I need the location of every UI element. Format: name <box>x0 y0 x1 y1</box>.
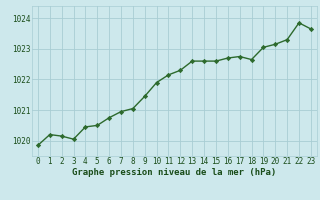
X-axis label: Graphe pression niveau de la mer (hPa): Graphe pression niveau de la mer (hPa) <box>72 168 276 177</box>
